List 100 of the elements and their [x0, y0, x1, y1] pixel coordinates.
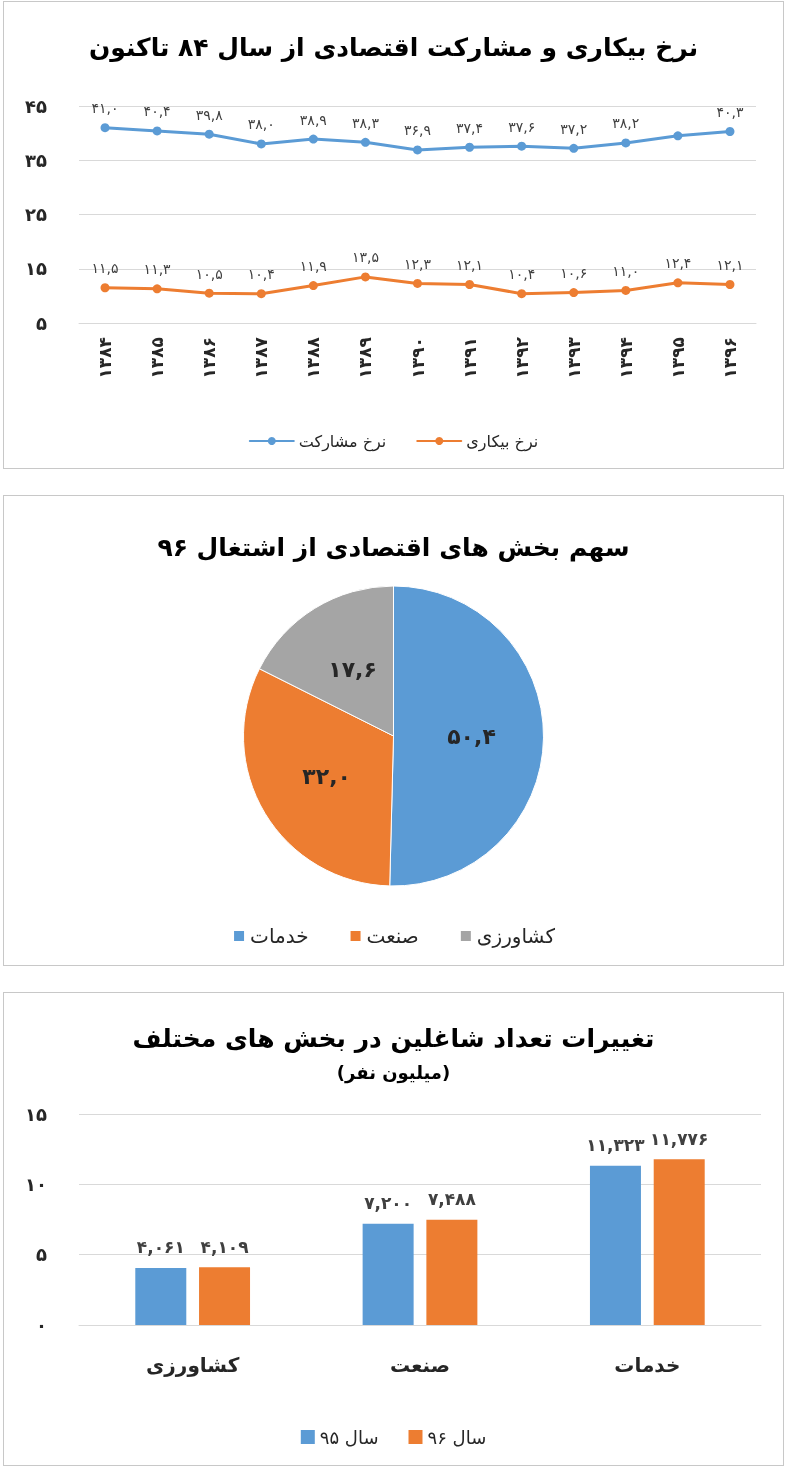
y-tick-label: ۱۵: [25, 1103, 47, 1125]
point: [621, 285, 631, 295]
data-label: ۴,۱۰۹: [200, 1236, 250, 1257]
x-tick-label: ۱۳۸۹: [355, 336, 376, 379]
legend-label: سال ۹۵: [319, 1426, 379, 1448]
legend-label: نرخ بیکاری: [466, 431, 539, 452]
data-label: ۴۰,۳: [716, 104, 744, 120]
data-label: ۱۱,۳۲۳: [586, 1135, 646, 1156]
point: [360, 137, 370, 147]
x-tick-label: خدمات: [614, 1353, 681, 1377]
legend-label: نرخ مشارکت: [298, 431, 387, 452]
point: [413, 145, 422, 155]
chart-title: نرخ بیکاری و مشارکت اقتصادی از سال ۸۴ تاکنون: [88, 33, 699, 63]
chart-title: سهم بخش های اقتصادی از اشتغال ۹۶: [157, 533, 630, 563]
x-tick-label: ۱۳۹۶: [719, 337, 740, 379]
data-label: ۱۲,۱: [716, 256, 744, 273]
point: [256, 289, 266, 299]
chart-subtitle: (میلیون نفر): [336, 1061, 451, 1084]
point: [517, 289, 527, 299]
bar: [589, 1165, 641, 1325]
point: [725, 279, 735, 289]
data-label: ۵۰,۴: [447, 724, 496, 750]
y-tick-label: ۲۵: [25, 204, 47, 225]
point: [308, 281, 318, 291]
y-tick-label: ۱۰: [25, 1173, 47, 1195]
point: [517, 141, 527, 151]
data-label: ۳۷,۴: [456, 119, 484, 136]
point: [152, 284, 162, 294]
data-label: ۳۷,۲: [560, 120, 588, 137]
x-tick-label: ۱۳۹۵: [667, 337, 688, 379]
data-label: ۱۱,۷۷۶: [650, 1128, 709, 1149]
point: [204, 129, 214, 139]
data-label: ۱۰,۵: [195, 265, 223, 282]
point: [100, 123, 110, 133]
x-tick-label: ۱۳۹۲: [511, 336, 532, 379]
point: [673, 278, 683, 288]
data-label: ۳۲,۰: [302, 763, 351, 789]
x-tick-label: کشاورزی: [146, 1353, 240, 1377]
data-label: ۳۶,۹: [403, 122, 432, 139]
y-tick-label: ۰: [36, 1314, 47, 1336]
data-label: ۴۰,۴: [143, 103, 171, 120]
y-tick-label: ۳۵: [25, 149, 47, 171]
x-tick-label: ۱۳۸۴: [95, 337, 116, 379]
x-tick-label: ۱۳۸۸: [303, 336, 324, 379]
data-label: ۳۹,۸: [195, 106, 224, 123]
legend-label: سال ۹۶: [427, 1426, 487, 1448]
point: [308, 134, 318, 144]
x-tick-label: ۱۳۸۵: [147, 337, 168, 379]
data-label: ۱۰,۶: [560, 265, 588, 282]
point: [465, 279, 475, 289]
bar: [362, 1223, 414, 1325]
x-tick-label: صنعت: [390, 1353, 450, 1377]
data-label: ۱۲,۴: [664, 255, 692, 272]
data-label: ۳۸,۲: [612, 115, 640, 132]
data-label: ۱۱,۰: [612, 262, 640, 279]
point: [152, 126, 162, 136]
point: [360, 272, 370, 282]
point: [569, 288, 579, 298]
data-label: ۱۰,۴: [508, 266, 536, 283]
data-label: ۱۳,۵: [351, 249, 379, 266]
x-tick-label: ۱۳۹۱: [459, 337, 480, 379]
y-tick-label: ۵: [36, 312, 47, 334]
data-label: ۱۲,۳: [403, 255, 432, 272]
chart-title: تغییرات تعداد شاغلین در بخش های مختلف: [132, 1024, 655, 1054]
data-label: ۱۲,۱: [456, 256, 484, 273]
data-label: ۴۱,۰: [91, 100, 119, 117]
point: [256, 139, 266, 149]
bar: [426, 1219, 478, 1325]
data-label: ۱۰,۴: [247, 266, 275, 283]
point: [673, 131, 683, 141]
x-tick-label: ۱۳۸۷: [251, 336, 272, 379]
data-label: ۷,۴۸۸: [427, 1189, 477, 1210]
point: [100, 283, 110, 293]
y-tick-label: ۵: [36, 1244, 47, 1266]
data-label: ۷,۲۰۰: [364, 1193, 413, 1214]
data-label: ۱۱,۳: [143, 261, 172, 278]
data-label: ۳۸,۳: [351, 114, 380, 131]
legend-label: صنعت: [366, 924, 419, 948]
legend-label: کشاورزی: [476, 924, 556, 948]
point: [569, 143, 579, 153]
bar: [199, 1267, 251, 1325]
data-label: ۳۷,۶: [508, 118, 536, 135]
x-tick-label: ۱۳۹۰: [407, 337, 428, 379]
legend-label: خدمات: [250, 924, 309, 948]
data-label: ۴,۰۶۱: [136, 1237, 185, 1258]
point: [621, 138, 631, 148]
bar: [135, 1267, 187, 1325]
point: [413, 278, 422, 288]
data-label: ۱۷,۶: [328, 657, 377, 683]
point: [465, 142, 475, 152]
point: [725, 127, 735, 136]
y-tick-label: ۴۵: [25, 95, 47, 117]
y-tick-label: ۱۵: [25, 258, 47, 280]
bar: [653, 1159, 705, 1325]
data-label: ۳۸,۰: [247, 116, 275, 133]
x-tick-label: ۱۳۸۶: [199, 337, 220, 379]
data-label: ۳۸,۹: [299, 111, 327, 128]
data-label: ۱۱,۹: [299, 258, 327, 275]
point: [204, 288, 214, 298]
data-label: ۱۱,۵: [91, 260, 119, 277]
